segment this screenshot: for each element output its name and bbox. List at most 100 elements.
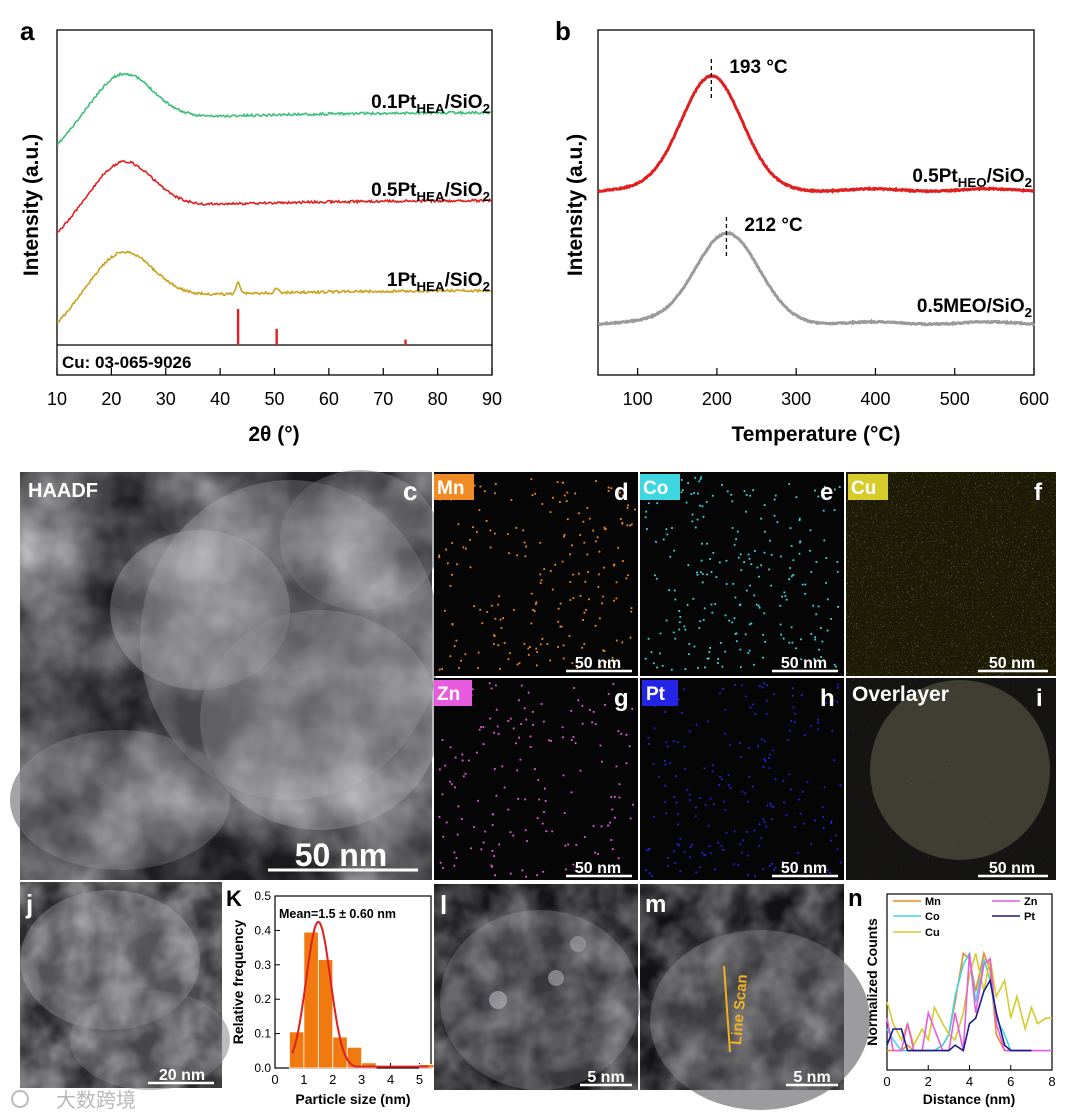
- eds-signal-dot: [659, 632, 662, 635]
- eds-signal-dot: [790, 545, 793, 547]
- eds-signal-dot: [724, 614, 727, 617]
- zn-dots: [438, 682, 634, 878]
- eds-signal-dot: [773, 868, 775, 871]
- map-mn: Mn d 50 nm: [434, 472, 638, 676]
- eds-signal-dot: [648, 743, 650, 745]
- eds-signal-dot: [813, 657, 816, 660]
- eds-signal-dot: [586, 506, 589, 509]
- eds-signal-dot: [760, 564, 763, 567]
- eds-signal-dot: [687, 653, 690, 655]
- eds-signal-dot: [620, 518, 622, 520]
- zn-label: Zn: [437, 684, 460, 705]
- eds-signal-dot: [830, 822, 833, 824]
- eds-signal-dot: [655, 577, 658, 580]
- eds-signal-dot: [469, 538, 471, 541]
- eds-signal-dot: [568, 635, 571, 637]
- eds-signal-dot: [540, 579, 543, 582]
- eds-signal-dot: [497, 733, 500, 735]
- eds-signal-dot: [744, 792, 747, 795]
- eds-signal-dot: [625, 733, 628, 736]
- eds-signal-dot: [680, 712, 683, 714]
- eds-signal-dot: [741, 790, 744, 793]
- eds-signal-dot: [507, 720, 510, 722]
- eds-signal-dot: [762, 818, 765, 821]
- eds-signal-dot: [677, 698, 680, 701]
- scale-label-l: 5 nm: [587, 1069, 624, 1086]
- eds-signal-dot: [731, 527, 734, 529]
- eds-signal-dot: [693, 645, 696, 648]
- eds-signal-dot: [689, 846, 692, 849]
- mn-tag: [434, 474, 474, 500]
- eds-signal-dot: [594, 624, 597, 627]
- eds-signal-dot: [480, 726, 482, 728]
- eds-signal-dot: [809, 529, 812, 532]
- eds-signal-dot: [799, 540, 802, 543]
- eds-signal-dot: [712, 803, 715, 806]
- eds-signal-dot: [678, 628, 681, 631]
- eds-signal-dot: [562, 644, 565, 647]
- eds-signal-dot: [600, 825, 603, 828]
- eds-signal-dot: [762, 656, 764, 659]
- map-overlay: Overlayer i 50 nm: [846, 678, 1056, 880]
- eds-signal-dot: [770, 584, 773, 587]
- eds-signal-dot: [665, 741, 668, 744]
- eds-signal-dot: [519, 758, 522, 761]
- eds-signal-dot: [738, 742, 741, 744]
- eds-signal-dot: [672, 631, 675, 634]
- eds-signal-dot: [536, 664, 538, 667]
- eds-signal-dot: [836, 570, 839, 573]
- y-axis-label-k: Relative frequency: [230, 920, 246, 1045]
- eds-signal-dot: [758, 823, 761, 826]
- eds-signal-dot: [783, 801, 785, 804]
- eds-signal-dot: [679, 621, 681, 624]
- eds-signal-dot: [748, 557, 751, 560]
- watermark-text: 大数跨境: [56, 1088, 136, 1112]
- eds-signal-dot: [832, 759, 835, 761]
- scale-label-d: 50 nm: [575, 655, 621, 672]
- eds-signal-dot: [617, 546, 620, 549]
- eds-signal-dot: [607, 824, 609, 827]
- eds-signal-dot: [785, 598, 788, 601]
- eds-signal-dot: [587, 571, 589, 573]
- eds-signal-dot: [536, 874, 538, 877]
- eds-signal-dot: [537, 779, 540, 781]
- eds-signal-dot: [763, 758, 766, 760]
- x-axis-ticks-a: 10 20 30 40 50 60 70 80 90: [47, 368, 502, 409]
- eds-signal-dot: [652, 763, 655, 766]
- eds-signal-dot: [764, 530, 766, 533]
- eds-signal-dot: [677, 823, 679, 826]
- eds-signal-dot: [735, 640, 738, 643]
- eds-signal-dot: [692, 597, 695, 600]
- eds-signal-dot: [706, 542, 708, 545]
- line-scan-series-line: [886, 950, 1032, 1052]
- eds-signal-dot: [630, 610, 633, 613]
- eds-signal-dot: [758, 845, 761, 847]
- x-tick-label: 5: [416, 1072, 423, 1087]
- eds-signal-dot: [574, 742, 577, 745]
- eds-signal-dot: [788, 641, 791, 644]
- eds-signal-dot: [838, 486, 841, 488]
- eds-signal-dot: [594, 723, 597, 726]
- eds-signal-dot: [702, 619, 705, 621]
- eds-signal-dot: [562, 774, 565, 777]
- eds-signal-dot: [509, 872, 512, 875]
- eds-signal-dot: [698, 866, 701, 869]
- cu-reference-lines: [236, 309, 407, 345]
- x-tick-label: 50: [264, 389, 284, 409]
- eds-signal-dot: [789, 567, 791, 569]
- eds-signal-dot: [566, 491, 569, 494]
- map-pt: Pt h 50 nm: [640, 678, 844, 880]
- eds-signal-dot: [835, 834, 837, 837]
- eds-signal-dot: [694, 815, 697, 817]
- eds-signal-dot: [491, 850, 494, 852]
- eds-signal-dot: [835, 665, 837, 668]
- eds-signal-dot: [679, 837, 682, 840]
- eds-signal-dot: [469, 566, 472, 569]
- eds-signal-dot: [611, 848, 614, 851]
- eds-signal-dot: [473, 826, 475, 828]
- eds-signal-dot: [572, 573, 575, 576]
- eds-signal-dot: [762, 633, 764, 636]
- eds-signal-dot: [763, 821, 766, 824]
- eds-signal-dot: [800, 638, 802, 641]
- eds-signal-dot: [453, 864, 456, 867]
